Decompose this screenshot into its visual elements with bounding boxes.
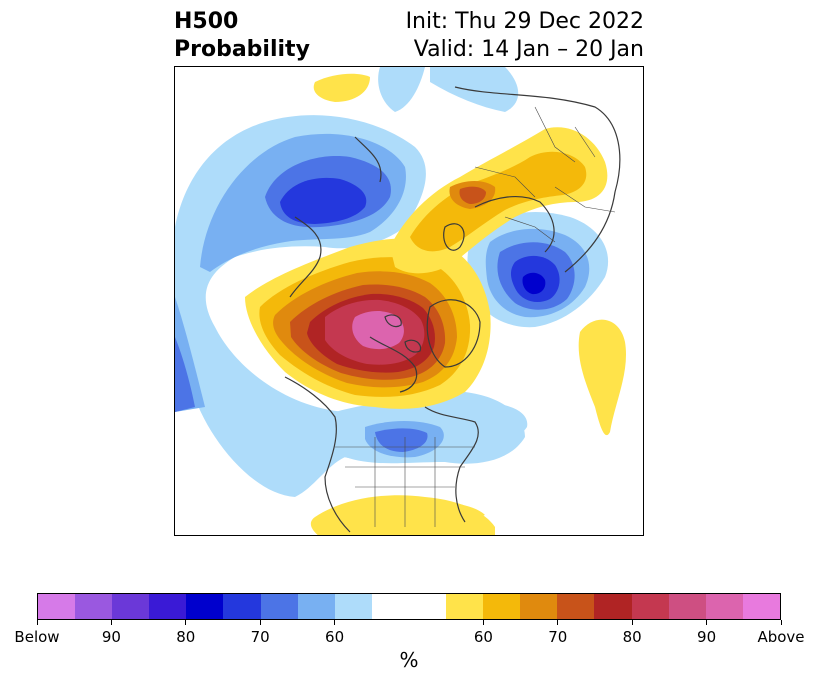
arctic-warm-pink: [352, 311, 404, 350]
asia-blue-darkest: [522, 272, 546, 295]
colorbar-tickmark: [482, 620, 484, 625]
colorbar-tickmark: [706, 620, 708, 625]
colorbar-tick-label: 80: [622, 628, 642, 646]
colorbar-tickmark: [631, 620, 633, 625]
colorbar-tickmark: [334, 620, 336, 625]
colorbar-tickmark: [259, 620, 261, 625]
colorbar-segment: [742, 594, 780, 619]
colorbar-segment: [631, 594, 669, 619]
colorbar-segment: [75, 594, 113, 619]
colorbar-segment: [520, 594, 558, 619]
central-asia-warm-yellow: [578, 319, 627, 436]
map-title-right: Init: Thu 29 Dec 2022 Valid: 14 Jan – 20…: [406, 8, 644, 64]
colorbar-tickmark: [36, 620, 38, 625]
colorbar-tickmark: [110, 620, 112, 625]
colorbar-tickmark: [780, 620, 782, 625]
colorbar-tick-label: Above: [757, 628, 805, 646]
colorbar-tickmark: [185, 620, 187, 625]
colorbar-tick-label: 60: [473, 628, 493, 646]
gulf-warm-yellow-2: [425, 503, 485, 519]
colorbar-tickmark: [557, 620, 559, 625]
colorbar-tick-label: 70: [548, 628, 568, 646]
west-edge-blue-med: [175, 337, 195, 412]
valid-range: Valid: 14 Jan – 20 Jan: [413, 37, 644, 62]
alaska-warm-yellow: [313, 73, 370, 102]
colorbar-segment: [668, 594, 706, 619]
colorbar-segment: [483, 594, 521, 619]
colorbar-segment: [38, 594, 76, 619]
title-type: Probability: [174, 37, 310, 62]
north-blue-light: [378, 67, 425, 112]
europe-warm-red-orange: [459, 186, 486, 204]
europe-warm-orange-light: [410, 151, 587, 252]
us-blue-med: [375, 428, 428, 452]
colorbar-segment: [186, 594, 224, 619]
colorbar: [37, 593, 781, 620]
colorbar-segment: [371, 594, 447, 619]
colorbar-segment: [260, 594, 298, 619]
map-canvas: [175, 67, 627, 535]
colorbar-segment: [705, 594, 743, 619]
colorbar-tick-label: 80: [176, 628, 196, 646]
colorbar-unit-label: %: [399, 648, 419, 672]
probability-map: [174, 66, 644, 536]
colorbar-segment: [112, 594, 150, 619]
title-variable: H500: [174, 9, 239, 34]
colorbar-tick-label: Below: [14, 628, 60, 646]
colorbar-segment: [334, 594, 372, 619]
pacific-blue-deep: [280, 177, 367, 224]
colorbar-segment: [446, 594, 484, 619]
arctic-blue-light: [430, 67, 519, 112]
colorbar-segment: [557, 594, 595, 619]
colorbar-segment: [149, 594, 187, 619]
borders: [335, 106, 616, 527]
colorbar-tick-label: 90: [101, 628, 121, 646]
map-title-left: H500 Probability: [174, 8, 310, 64]
colorbar-tick-label: 90: [697, 628, 717, 646]
coastlines: [284, 86, 621, 533]
init-date: Init: Thu 29 Dec 2022: [405, 9, 644, 34]
colorbar-segment: [297, 594, 335, 619]
colorbar-segment: [223, 594, 261, 619]
colorbar-segment: [594, 594, 632, 619]
colorbar-tick-label: 60: [325, 628, 345, 646]
colorbar-tick-label: 70: [250, 628, 270, 646]
